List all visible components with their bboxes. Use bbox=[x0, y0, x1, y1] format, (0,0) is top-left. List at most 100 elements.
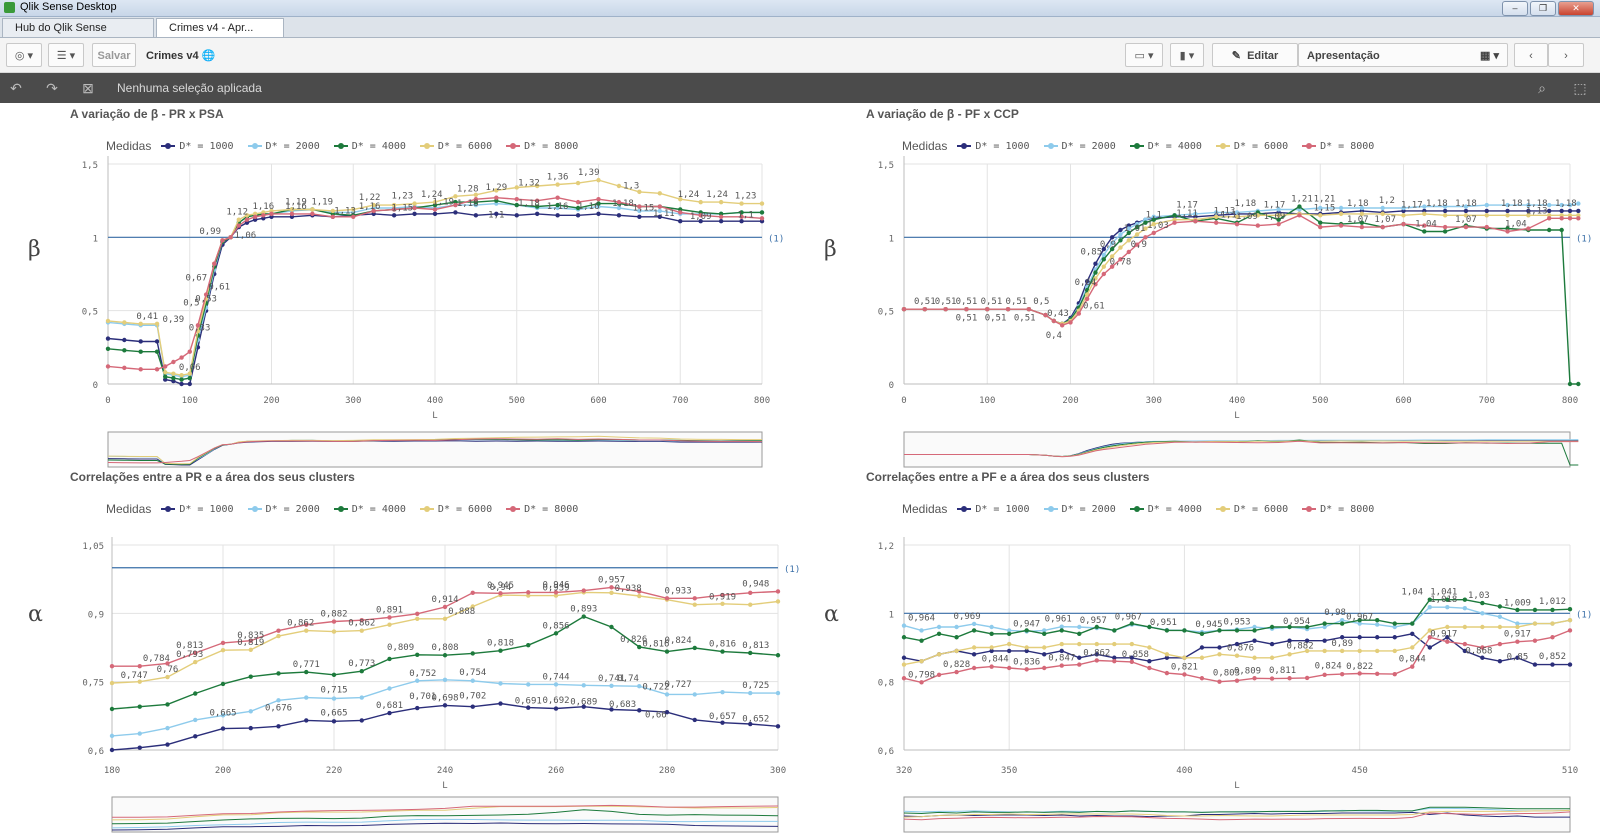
data-point[interactable] bbox=[331, 719, 337, 724]
data-point[interactable] bbox=[989, 664, 994, 669]
data-point[interactable] bbox=[387, 656, 392, 662]
data-point[interactable] bbox=[1143, 226, 1148, 231]
data-point[interactable] bbox=[1287, 638, 1292, 643]
data-point[interactable] bbox=[1112, 628, 1117, 633]
data-point[interactable] bbox=[331, 629, 337, 634]
search-icon[interactable]: ⌕ bbox=[1538, 80, 1546, 96]
data-point[interactable] bbox=[269, 211, 274, 217]
data-point[interactable] bbox=[581, 683, 586, 688]
data-point[interactable] bbox=[276, 628, 281, 633]
data-point[interactable] bbox=[1077, 641, 1082, 647]
data-point[interactable] bbox=[1059, 641, 1064, 647]
data-point[interactable] bbox=[1276, 217, 1281, 222]
data-point[interactable] bbox=[1567, 617, 1573, 623]
data-point[interactable] bbox=[415, 705, 420, 711]
data-point[interactable] bbox=[498, 681, 503, 686]
data-point[interactable] bbox=[109, 747, 115, 753]
data-point[interactable] bbox=[609, 624, 614, 630]
data-point[interactable] bbox=[252, 214, 258, 219]
data-point[interactable] bbox=[1269, 655, 1275, 660]
data-point[interactable] bbox=[1193, 219, 1198, 224]
data-point[interactable] bbox=[109, 733, 115, 739]
data-point[interactable] bbox=[1094, 658, 1099, 663]
data-point[interactable] bbox=[555, 202, 560, 208]
data-point[interactable] bbox=[203, 292, 209, 297]
data-point[interactable] bbox=[553, 631, 559, 636]
data-point[interactable] bbox=[514, 185, 519, 190]
data-point[interactable] bbox=[739, 210, 744, 215]
data-point[interactable] bbox=[1462, 597, 1468, 602]
data-point[interactable] bbox=[415, 611, 420, 616]
restore-button[interactable]: ❐ bbox=[1530, 1, 1556, 16]
data-point[interactable] bbox=[1427, 645, 1432, 650]
data-point[interactable] bbox=[179, 373, 184, 378]
data-point[interactable] bbox=[1462, 624, 1468, 630]
data-point[interactable] bbox=[1480, 600, 1485, 606]
data-point[interactable] bbox=[748, 590, 753, 596]
data-point[interactable] bbox=[1550, 635, 1555, 640]
data-point[interactable] bbox=[1526, 226, 1531, 231]
data-point[interactable] bbox=[748, 650, 753, 656]
data-point[interactable] bbox=[989, 645, 994, 650]
data-point[interactable] bbox=[137, 731, 142, 736]
data-point[interactable] bbox=[1094, 624, 1099, 630]
data-point[interactable] bbox=[432, 207, 438, 212]
data-point[interactable] bbox=[473, 197, 479, 202]
legend-item[interactable]: D* = 4000 bbox=[333, 504, 406, 515]
data-point[interactable] bbox=[1068, 320, 1073, 325]
data-point[interactable] bbox=[1126, 238, 1131, 243]
data-point[interactable] bbox=[351, 207, 356, 212]
data-point[interactable] bbox=[1164, 655, 1170, 660]
data-point[interactable] bbox=[748, 602, 753, 607]
data-point[interactable] bbox=[1410, 621, 1415, 626]
legend-item[interactable]: D* = 8000 bbox=[506, 141, 578, 152]
data-point[interactable] bbox=[498, 648, 503, 653]
data-point[interactable] bbox=[470, 590, 475, 596]
data-point[interactable] bbox=[1322, 621, 1327, 626]
data-point[interactable] bbox=[498, 591, 503, 596]
data-point[interactable] bbox=[248, 709, 253, 714]
data-point[interactable] bbox=[775, 690, 781, 696]
data-point[interactable] bbox=[1093, 261, 1098, 266]
data-point[interactable] bbox=[109, 680, 115, 686]
data-point[interactable] bbox=[1567, 381, 1573, 387]
data-point[interactable] bbox=[526, 705, 531, 710]
data-point[interactable] bbox=[596, 201, 601, 206]
data-point[interactable] bbox=[1318, 220, 1323, 225]
data-point[interactable] bbox=[1199, 631, 1205, 637]
data-point[interactable] bbox=[1252, 624, 1257, 630]
data-point[interactable] bbox=[1422, 204, 1427, 209]
data-point[interactable] bbox=[1042, 652, 1047, 657]
data-point[interactable] bbox=[1515, 639, 1520, 644]
data-point[interactable] bbox=[1217, 679, 1222, 684]
data-point[interactable] bbox=[387, 710, 392, 716]
data-point[interactable] bbox=[1059, 648, 1064, 654]
data-point[interactable] bbox=[901, 307, 907, 312]
data-point[interactable] bbox=[122, 365, 127, 371]
data-point[interactable] bbox=[1526, 202, 1531, 208]
data-point[interactable] bbox=[1109, 235, 1115, 240]
data-point[interactable] bbox=[1392, 621, 1397, 626]
data-point[interactable] bbox=[1559, 202, 1564, 208]
data-point[interactable] bbox=[1252, 676, 1257, 681]
data-point[interactable] bbox=[1546, 202, 1552, 208]
data-point[interactable] bbox=[1339, 671, 1345, 677]
data-point[interactable] bbox=[943, 307, 948, 312]
data-point[interactable] bbox=[1505, 213, 1510, 218]
data-point[interactable] bbox=[698, 219, 703, 224]
data-point[interactable] bbox=[718, 214, 724, 219]
data-point[interactable] bbox=[1375, 617, 1380, 623]
data-point[interactable] bbox=[609, 683, 614, 688]
legend-item[interactable]: D* = 1000 bbox=[957, 504, 1030, 515]
data-point[interactable] bbox=[187, 349, 192, 354]
data-point[interactable] bbox=[581, 614, 586, 619]
legend-item[interactable]: D* = 2000 bbox=[1043, 141, 1116, 152]
data-point[interactable] bbox=[1199, 645, 1205, 650]
data-point[interactable] bbox=[1442, 213, 1448, 218]
data-point[interactable] bbox=[1546, 227, 1552, 233]
selections-tool-icon[interactable]: ⬚ bbox=[1573, 80, 1587, 96]
data-point[interactable] bbox=[1480, 624, 1485, 630]
data-point[interactable] bbox=[1515, 607, 1520, 613]
data-point[interactable] bbox=[1255, 223, 1261, 228]
